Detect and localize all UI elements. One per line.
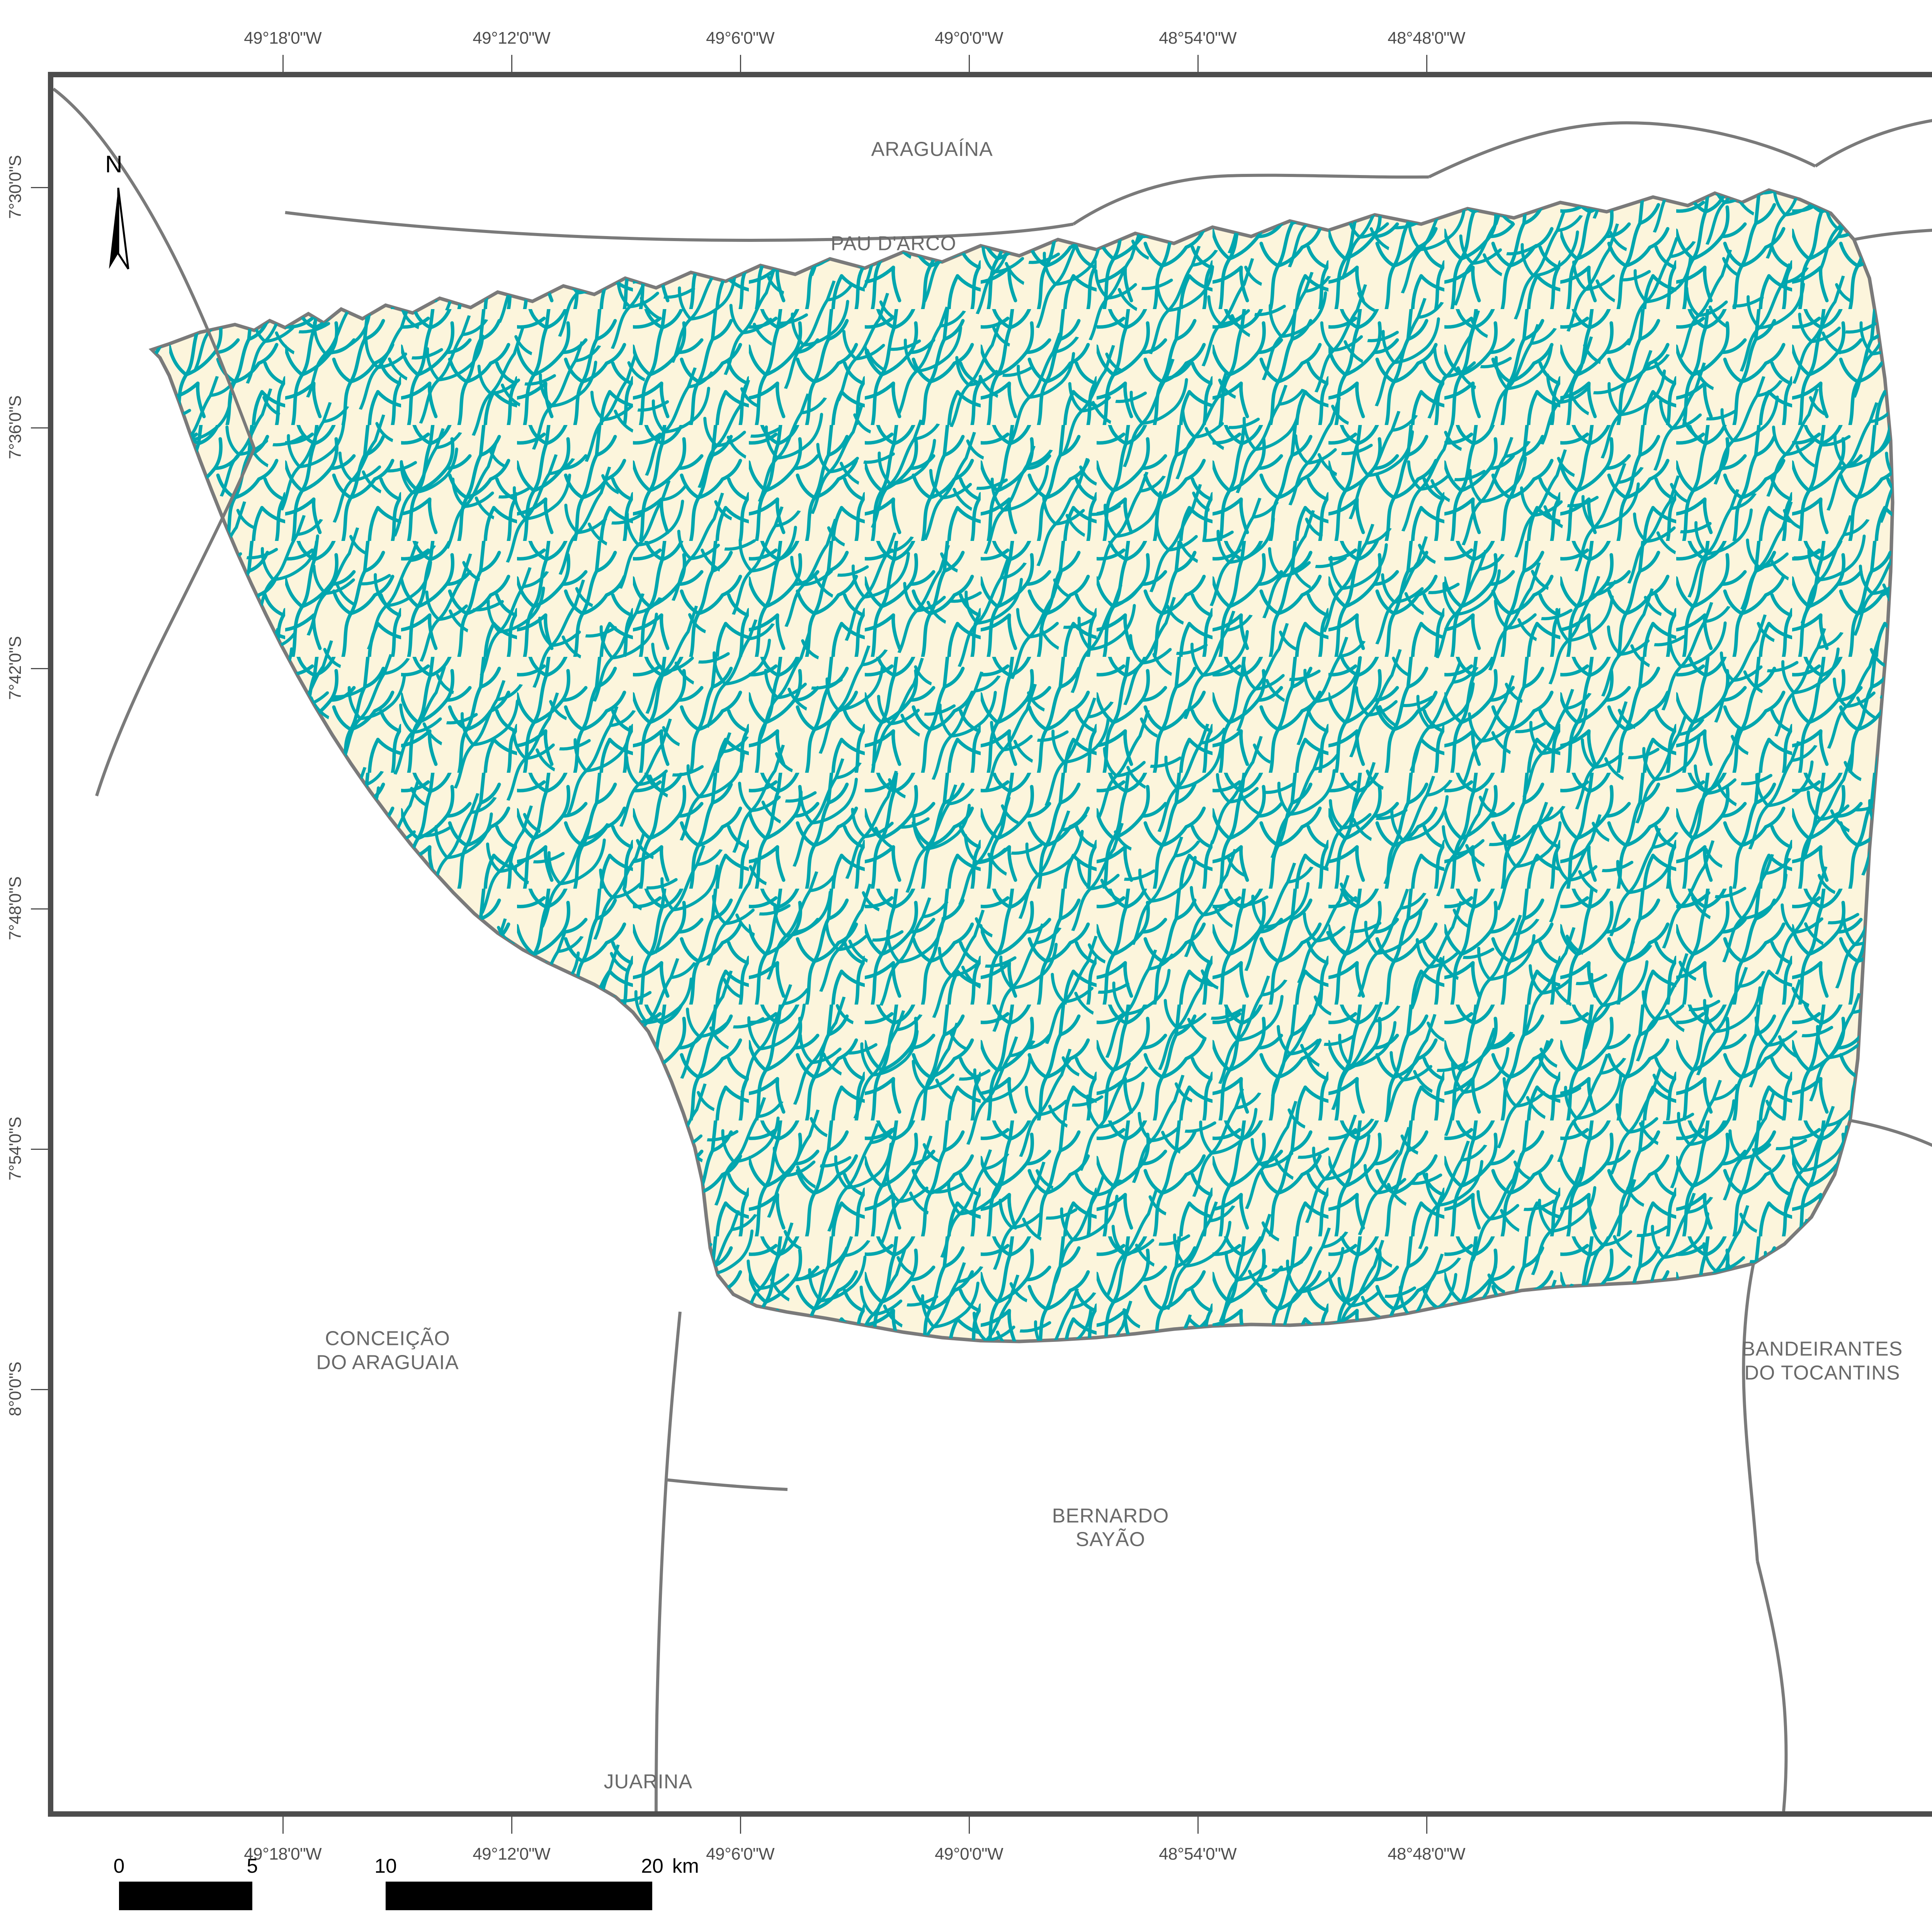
scale-bar-numbers: 0 5 10 20 km [114, 1855, 699, 1878]
lat-tick-1 [31, 427, 48, 429]
lon-tick-top-5 [1426, 55, 1427, 72]
lat-tick-3 [31, 908, 48, 910]
scale-bar: 0 5 10 20 km [114, 1855, 699, 1910]
lat-tick-4 [31, 1149, 48, 1150]
scale-number-1: 5 [247, 1855, 258, 1877]
lon-label-top-1: 49°12'0"W [473, 29, 551, 48]
neighbour-label-4: BERNARDO SAYÃO [1052, 1505, 1169, 1551]
lat-label-3: 7°48'0"S [6, 876, 25, 940]
lon-label-top-3: 49°0'0"W [935, 29, 1003, 48]
lon-tick-top-3 [968, 55, 970, 72]
lon-label-bottom-0: 49°18'0"W [244, 1845, 322, 1863]
scale-number-3: 20 [641, 1855, 663, 1877]
lat-tick-0 [31, 187, 48, 188]
lon-label-bottom-3: 49°0'0"W [935, 1845, 1003, 1863]
scale-number-2: 10 [374, 1855, 397, 1877]
map-frame: N 0 5 10 20 km [48, 72, 1932, 1910]
lon-tick-bottom-3 [968, 1817, 970, 1834]
neighbour-label-1: PAU D'ARCO [830, 232, 957, 255]
lon-label-bottom-4: 48°54'0"W [1159, 1845, 1237, 1863]
lon-label-top-5: 48°48'0"W [1388, 29, 1466, 48]
map-canvas[interactable] [53, 77, 1932, 1811]
lon-tick-bottom-2 [740, 1817, 741, 1834]
lat-tick-5 [31, 1389, 48, 1391]
lon-label-top-0: 49°18'0"W [244, 29, 322, 48]
north-arrow-glyph [109, 187, 129, 270]
neighbour-boundaries [53, 87, 1932, 1811]
lon-label-top-2: 49°6'0"W [706, 29, 775, 48]
lon-tick-bottom-5 [1426, 1817, 1427, 1834]
lon-tick-bottom-1 [511, 1817, 512, 1834]
lon-tick-bottom-4 [1197, 1817, 1199, 1834]
lon-label-bottom-2: 49°6'0"W [706, 1845, 775, 1863]
scale-number-0: 0 [113, 1855, 125, 1877]
lon-tick-top-0 [282, 55, 284, 72]
scale-segment-2 [386, 1882, 652, 1910]
neighbour-label-2: CONCEIÇÃO DO ARAGUAIA [316, 1327, 459, 1374]
lat-label-4: 7°54'0"S [6, 1117, 25, 1181]
lon-tick-top-4 [1197, 55, 1199, 72]
scale-bar-segments [119, 1882, 652, 1910]
lat-label-5: 8°0'0"S [6, 1362, 25, 1416]
map-vector [53, 87, 1932, 1811]
north-arrow-label: N [105, 151, 122, 178]
lon-tick-bottom-0 [282, 1817, 284, 1834]
lon-label-bottom-1: 49°12'0"W [473, 1845, 551, 1863]
scale-unit: km [672, 1855, 699, 1877]
scale-segment-0 [119, 1882, 252, 1910]
scale-segment-1 [252, 1882, 386, 1910]
lon-tick-top-1 [511, 55, 512, 72]
lat-label-0: 7°30'0"S [6, 155, 25, 219]
north-arrow: N [100, 151, 146, 270]
lat-tick-2 [31, 668, 48, 669]
neighbour-label-5: JUARINA [604, 1770, 693, 1793]
lon-label-top-4: 48°54'0"W [1159, 29, 1237, 48]
lon-tick-top-2 [740, 55, 741, 72]
lon-label-bottom-5: 48°48'0"W [1388, 1845, 1466, 1863]
lat-label-2: 7°42'0"S [6, 636, 25, 700]
app-drainage-network [152, 190, 1893, 1341]
neighbour-label-3: BANDEIRANTES DO TOCANTINS [1742, 1338, 1903, 1384]
lat-label-1: 7°36'0"S [6, 395, 25, 459]
neighbour-label-0: ARAGUAÍNA [871, 138, 993, 161]
